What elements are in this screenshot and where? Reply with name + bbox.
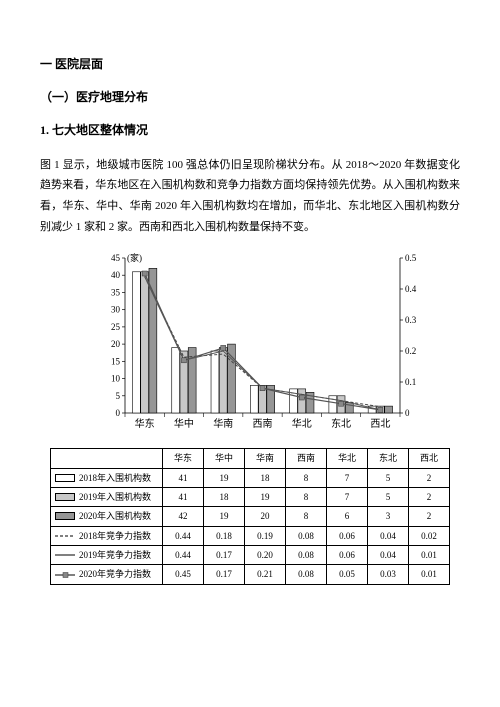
svg-text:华南: 华南 [213, 417, 233, 430]
svg-text:40: 40 [111, 270, 121, 280]
chart-container: 051015202530354045(家)00.10.20.30.40.5华东华… [50, 248, 450, 585]
svg-text:0.2: 0.2 [405, 346, 416, 356]
heading-level-2: （一）医疗地理分布 [40, 88, 460, 107]
heading-level-3: 1. 七大地区整体情况 [40, 121, 460, 140]
svg-text:20: 20 [111, 339, 121, 349]
svg-text:东北: 东北 [331, 417, 351, 430]
chart-legend-table: 华东华中华南西南华北东北西北2018年入围机构数41191887522019年入… [50, 448, 450, 585]
svg-text:西北: 西北 [370, 418, 390, 430]
svg-text:30: 30 [111, 305, 121, 315]
svg-text:西南: 西南 [253, 417, 273, 430]
svg-text:35: 35 [111, 288, 121, 298]
svg-text:华东: 华东 [135, 417, 155, 430]
svg-text:25: 25 [111, 322, 121, 332]
svg-text:0.5: 0.5 [405, 253, 417, 263]
bar-line-chart: 0 5 10 15 20 25 30 35 40 45 (家) 0 0.1 0.2 0.3 0.4 0.5 华东 华… [50, 248, 450, 448]
svg-text:华北: 华北 [292, 417, 312, 430]
svg-text:15: 15 [111, 356, 121, 366]
svg-text:5: 5 [116, 391, 121, 401]
svg-text:0: 0 [116, 408, 121, 418]
svg-text:0.1: 0.1 [405, 377, 416, 387]
body-paragraph: 图 1 显示，地级城市医院 100 强总体仍旧呈现阶梯状分布。从 2018～20… [40, 155, 460, 239]
svg-text:0.3: 0.3 [405, 315, 417, 325]
svg-text:华中: 华中 [174, 417, 194, 430]
svg-text:0: 0 [405, 408, 410, 418]
svg-text:10: 10 [111, 374, 121, 384]
svg-text:0.4: 0.4 [405, 284, 417, 294]
svg-text:(家): (家) [127, 252, 142, 263]
heading-level-1: 一 医院层面 [40, 55, 460, 74]
svg-text:45: 45 [111, 253, 121, 263]
